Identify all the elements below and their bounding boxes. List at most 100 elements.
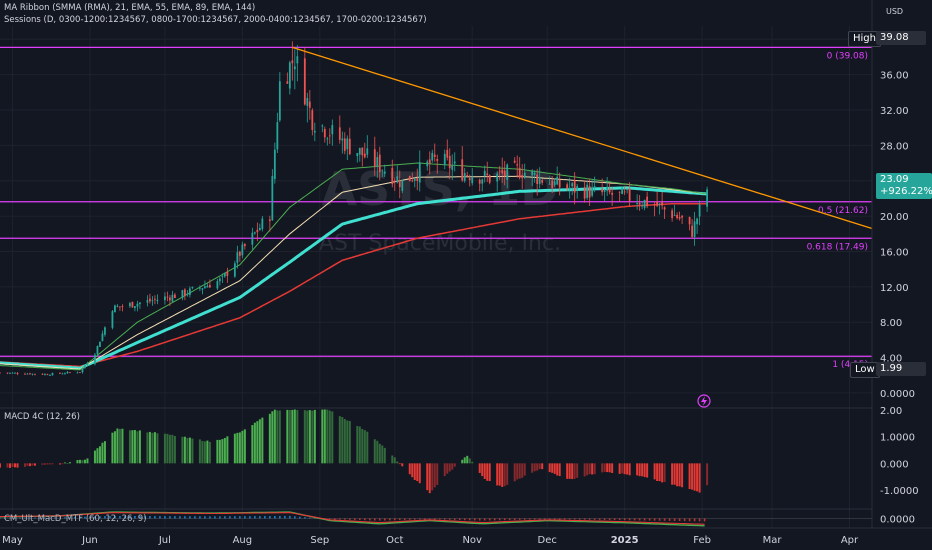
candle-body	[506, 164, 509, 180]
candle-body	[603, 190, 606, 192]
macd-bar	[331, 411, 334, 464]
candle-body	[471, 177, 474, 184]
mtf-bar	[468, 518, 471, 521]
macd-pane	[0, 409, 709, 494]
macd-bar	[466, 455, 469, 464]
mtf-bar	[304, 517, 306, 519]
candle-body	[653, 204, 656, 206]
mtf-bar	[64, 517, 66, 519]
currency-label[interactable]: USD	[882, 5, 908, 19]
candle-body	[84, 365, 86, 369]
mtf-bar	[563, 518, 566, 520]
mtf-bar	[289, 515, 291, 519]
macd-bar	[376, 440, 379, 464]
candle-body	[198, 287, 201, 289]
candle-body	[453, 161, 456, 164]
macd-bar	[136, 431, 139, 464]
candle-body	[411, 180, 414, 182]
mtf-bar	[503, 518, 506, 521]
mtf-bar	[653, 518, 656, 521]
candle-body	[586, 184, 589, 199]
macd-bar	[233, 433, 236, 464]
macd-bar	[636, 463, 639, 476]
macd-bar	[536, 463, 539, 471]
mtf-bar	[678, 518, 681, 522]
macd-bar	[173, 436, 176, 464]
candle-body	[381, 170, 384, 172]
macd-bar	[621, 463, 624, 474]
mtf-bar	[633, 518, 636, 521]
mtf-bar	[548, 518, 551, 520]
macd-bar	[93, 450, 96, 464]
candle-body	[681, 215, 684, 218]
macd-bar	[146, 432, 149, 464]
candle-body	[486, 173, 489, 176]
mtf-bar	[628, 518, 631, 521]
fib-levels[interactable]: 0 (39.08)0.5 (21.62)0.618 (17.49)1 (4.15…	[0, 46, 872, 370]
macd-bar	[628, 463, 631, 476]
mtf-bar	[483, 518, 486, 521]
mtf-bar	[89, 516, 91, 519]
lightning-icon[interactable]	[697, 394, 711, 408]
mtf-bar	[473, 518, 476, 521]
macd-bar	[43, 463, 46, 465]
candle-body	[101, 333, 104, 342]
candle-body	[206, 285, 209, 288]
mtf-bar	[648, 518, 651, 521]
mtf-bar	[418, 518, 421, 520]
macd-bar	[13, 463, 16, 468]
macd-bar	[373, 439, 376, 464]
mtf-bar	[603, 518, 606, 520]
candle-body	[451, 165, 454, 170]
candle-body	[533, 173, 536, 175]
candle-body	[331, 125, 334, 135]
mtf-bar	[69, 517, 71, 519]
candle-body	[181, 290, 184, 298]
candle-body	[448, 155, 451, 169]
mtf-bar	[49, 517, 51, 519]
candle-body	[378, 154, 381, 173]
macd-bar	[221, 439, 224, 464]
macd-bar	[8, 463, 11, 468]
mtf-bar	[209, 516, 211, 519]
mtf-bar	[309, 517, 311, 519]
macd-bar	[131, 430, 134, 464]
mtf-bar	[668, 518, 671, 521]
mtf-bar	[219, 516, 221, 519]
fib-label: 0 (39.08)	[827, 51, 868, 61]
candle-body	[358, 148, 361, 155]
macd-bar	[171, 434, 174, 464]
macd-bar	[76, 459, 79, 464]
mtf-bar	[478, 518, 481, 521]
macd-bar	[451, 463, 454, 470]
mtf-bar	[214, 516, 216, 519]
candle-body	[426, 161, 429, 167]
candle-body	[661, 202, 664, 206]
legend-mtf: CM_Ult_MacD_MTF (60, 12, 26, 9)	[4, 514, 147, 524]
candle-body	[99, 341, 101, 347]
mtf-bar	[368, 518, 371, 521]
macd-bar	[156, 433, 159, 464]
trendline[interactable]	[292, 46, 873, 230]
macd-bar	[496, 463, 499, 486]
macd-bar	[513, 463, 516, 482]
candle-body	[673, 215, 676, 216]
macd-bar	[518, 463, 521, 479]
macd-bar	[606, 463, 609, 473]
time-tick-label: May	[2, 535, 23, 546]
macd-bar	[586, 463, 589, 476]
mtf-bar	[598, 518, 601, 520]
price-tick-label: 28.00	[880, 141, 909, 152]
candle-body	[278, 81, 281, 121]
macd-bar	[391, 455, 394, 464]
candle-body	[478, 179, 481, 184]
candle-body	[626, 189, 629, 191]
macd-bar	[118, 428, 121, 464]
macd-bar	[86, 458, 89, 464]
candle-body	[548, 183, 551, 185]
mtf-bar	[528, 518, 531, 520]
candle-body	[288, 62, 291, 89]
candle-body	[29, 373, 31, 375]
